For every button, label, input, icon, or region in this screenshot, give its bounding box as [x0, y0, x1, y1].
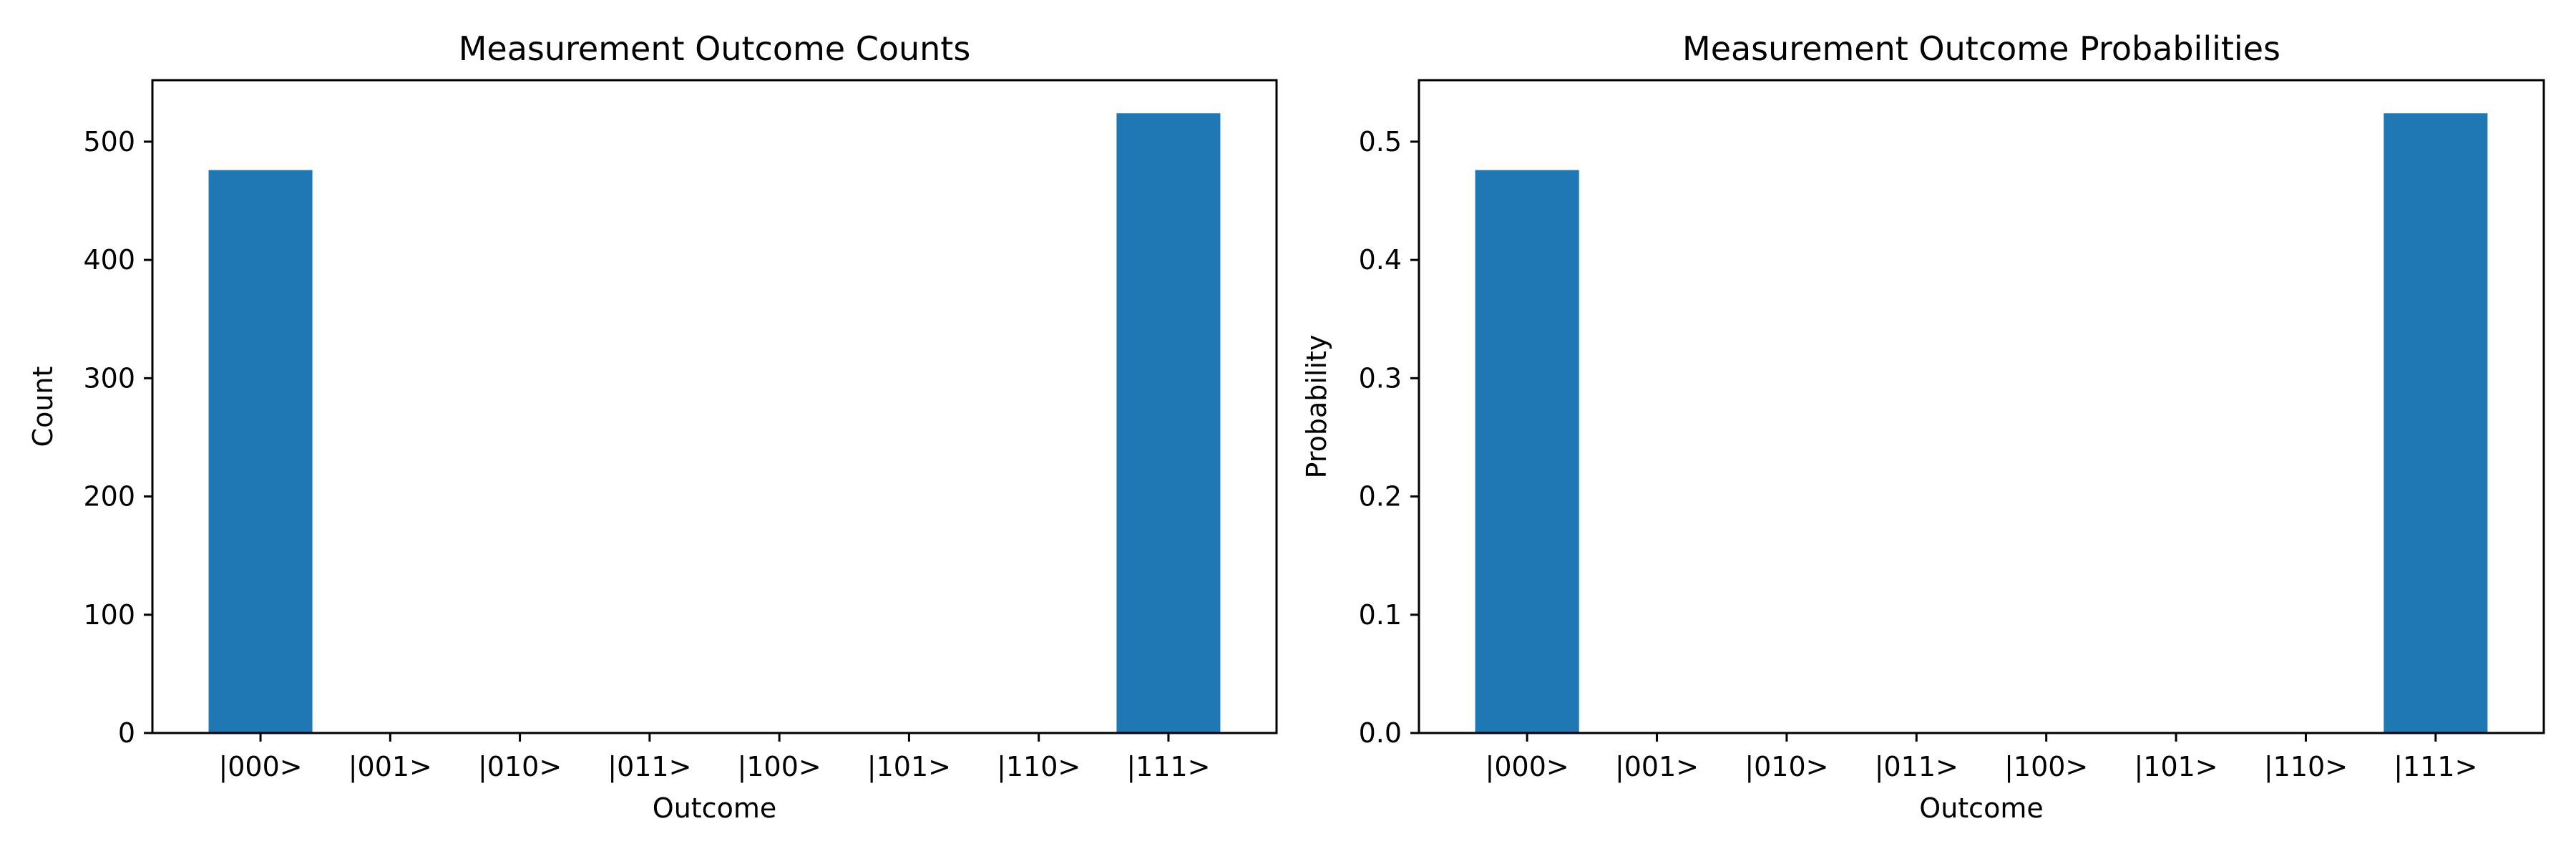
bar-7 — [2384, 113, 2488, 733]
x-tick-label: |100> — [738, 751, 821, 783]
x-tick-label: |111> — [1126, 751, 1210, 783]
chart-title: Measurement Outcome Probabilities — [1682, 29, 2280, 68]
axes-frame — [1418, 79, 2545, 734]
x-tick-label: |010> — [1745, 751, 1828, 783]
y-axis-label: Count — [27, 367, 59, 447]
y-axis-label: Probability — [1301, 335, 1332, 479]
counts-chart: Measurement Outcome Counts Outcome Count… — [27, 29, 1278, 824]
y-tick-label: 200 — [83, 481, 135, 513]
y-tick-label: 0.4 — [1359, 244, 1402, 276]
y-tick-label: 100 — [83, 599, 135, 631]
x-tick-label: |001> — [348, 751, 432, 783]
x-tick-label: |100> — [2004, 751, 2088, 783]
axes-frame — [151, 79, 1278, 734]
y-tick-label: 0.0 — [1359, 717, 1402, 749]
y-tick-label: 300 — [83, 362, 135, 394]
x-tick-label: |101> — [2134, 751, 2218, 783]
y-tick-label: 400 — [83, 244, 135, 276]
x-axis-label: Outcome — [1919, 792, 2043, 824]
bar-0 — [208, 170, 313, 734]
x-tick-label: |111> — [2394, 751, 2477, 783]
probabilities-chart: Measurement Outcome Probabilities Outcom… — [1301, 29, 2545, 824]
y-tick-label: 0.5 — [1359, 126, 1402, 157]
chart-title: Measurement Outcome Counts — [459, 29, 971, 68]
x-tick-label: |110> — [2264, 751, 2348, 783]
x-tick-label: |101> — [867, 751, 951, 783]
x-tick-label: |000> — [1485, 751, 1569, 783]
y-tick-label: 0.1 — [1359, 599, 1402, 631]
bar-0 — [1475, 170, 1579, 734]
x-axis-label: Outcome — [653, 792, 776, 824]
x-tick-label: |000> — [218, 751, 302, 783]
x-tick-label: |010> — [478, 751, 562, 783]
x-tick-label: |110> — [997, 751, 1080, 783]
x-tick-label: |011> — [1875, 751, 1958, 783]
y-tick-label: 500 — [83, 126, 135, 157]
y-tick-label: 0.2 — [1359, 481, 1402, 513]
y-tick-label: 0 — [118, 717, 135, 749]
bar-7 — [1116, 113, 1221, 733]
x-tick-label: |001> — [1615, 751, 1699, 783]
y-tick-label: 0.3 — [1359, 362, 1402, 394]
x-tick-label: |011> — [608, 751, 691, 783]
